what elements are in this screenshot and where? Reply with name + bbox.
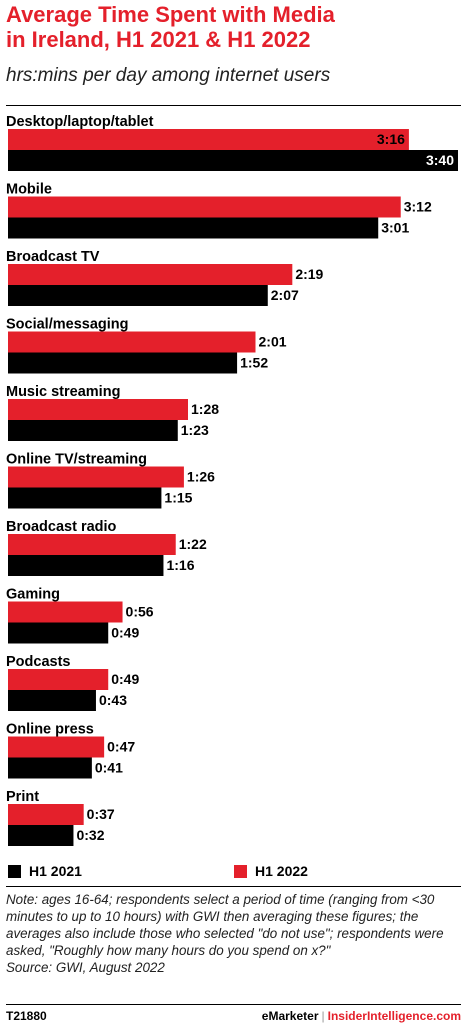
chart-id: T21880	[6, 1009, 47, 1023]
chart-title-line-1: Average Time Spent with Media	[6, 2, 335, 27]
legend-swatch-h1-2022	[234, 864, 247, 878]
chart-note: Note: ages 16-64; respondents select a p…	[6, 891, 458, 976]
bar-h1-2022-mobile	[8, 196, 401, 218]
source-text: Source: GWI, August 2022	[6, 960, 165, 975]
value-label-h1-2022-online-tv-streaming: 1:26	[187, 469, 215, 485]
bar-h1-2022-broadcast-tv	[8, 264, 293, 285]
category-label-mobile: Mobile	[6, 182, 52, 198]
value-label-h1-2021-mobile: 3:01	[381, 220, 409, 236]
bar-h1-2022-social-messaging	[8, 331, 256, 353]
value-label-h1-2022-mobile: 3:12	[404, 199, 432, 215]
bar-h1-2021-online-press	[8, 757, 92, 779]
legend-label-h1-2021: H1 2021	[29, 863, 82, 879]
value-label-h1-2021-social-messaging: 1:52	[240, 355, 268, 371]
bar-chart: Desktop/laptop/tablet 3:16 3:40 Mobile 3:12 3…	[6, 114, 458, 846]
bar-h1-2022-online-tv-streaming	[8, 466, 184, 488]
note-text: Note: ages 16-64; respondents select a p…	[6, 892, 444, 958]
brand-insider-intelligence: InsiderIntelligence.com	[327, 1009, 461, 1023]
value-label-h1-2022-broadcast-tv: 2:19	[295, 266, 323, 282]
bar-h1-2022-broadcast-radio	[8, 534, 176, 555]
bar-h1-2021-social-messaging	[8, 352, 238, 374]
bar-h1-2021-music-streaming	[8, 420, 178, 441]
bar-h1-2022-music-streaming	[8, 399, 188, 420]
legend-item-h1-2022: H1 2022	[234, 860, 308, 882]
category-label-print: Print	[6, 789, 39, 805]
bar-h1-2022-podcasts	[8, 669, 109, 690]
bar-h1-2021-broadcast-radio	[8, 555, 164, 576]
bar-h1-2022-gaming	[8, 601, 123, 623]
category-label-gaming: Gaming	[6, 587, 60, 603]
category-label-online-press: Online press	[6, 722, 94, 738]
category-label-social-messaging: Social/messaging	[6, 317, 129, 333]
value-label-h1-2021-online-tv-streaming: 1:15	[164, 490, 192, 506]
bar-h1-2022-print	[8, 804, 84, 825]
value-label-h1-2022-music-streaming: 1:28	[191, 401, 219, 417]
bar-h1-2021-gaming	[8, 622, 109, 644]
value-label-h1-2021-print: 0:32	[76, 827, 104, 843]
bar-h1-2022-online-press	[8, 736, 105, 758]
category-label-podcasts: Podcasts	[6, 654, 70, 670]
chart-title: Average Time Spent with Media in Ireland…	[6, 2, 461, 52]
value-label-h1-2021-gaming: 0:49	[111, 625, 139, 641]
bar-h1-2021-broadcast-tv	[8, 285, 268, 306]
legend-label-h1-2022: H1 2022	[255, 863, 308, 879]
brand-emarketer: eMarketer	[261, 1009, 319, 1023]
bar-h1-2021-mobile	[8, 217, 379, 239]
bar-h1-2021-podcasts	[8, 690, 96, 711]
value-label-h1-2021-music-streaming: 1:23	[181, 422, 209, 438]
footer-divider	[6, 1004, 461, 1005]
legend-item-h1-2021: H1 2021	[8, 860, 82, 882]
bar-h1-2022-desktop-laptop-tablet	[8, 129, 409, 150]
bar-h1-2021-online-tv-streaming	[8, 487, 162, 509]
top-divider	[6, 105, 461, 106]
value-label-h1-2022-desktop-laptop-tablet: 3:16	[377, 131, 405, 147]
value-label-h1-2022-broadcast-radio: 1:22	[179, 536, 207, 552]
legend-swatch-h1-2021	[8, 864, 21, 878]
value-label-h1-2021-online-press: 0:41	[95, 760, 123, 776]
chart-subtitle: hrs:mins per day among internet users	[6, 65, 331, 86]
category-label-broadcast-radio: Broadcast radio	[6, 519, 117, 535]
footer: T21880 eMarketer | InsiderIntelligence.com	[6, 1009, 461, 1023]
value-label-h1-2022-online-press: 0:47	[107, 739, 135, 755]
category-label-online-tv-streaming: Online TV/streaming	[6, 452, 147, 468]
brand-credit: eMarketer | InsiderIntelligence.com	[262, 1009, 461, 1023]
value-label-h1-2021-broadcast-tv: 2:07	[271, 287, 299, 303]
note-divider	[6, 886, 461, 887]
category-label-broadcast-tv: Broadcast TV	[6, 249, 100, 265]
bar-h1-2021-print	[8, 825, 74, 846]
value-label-h1-2021-broadcast-radio: 1:16	[166, 557, 194, 573]
value-label-h1-2022-print: 0:37	[87, 806, 115, 822]
value-label-h1-2021-podcasts: 0:43	[99, 692, 127, 708]
value-label-h1-2022-social-messaging: 2:01	[259, 334, 287, 350]
value-label-h1-2022-gaming: 0:56	[126, 604, 154, 620]
bar-h1-2021-desktop-laptop-tablet	[8, 150, 458, 171]
category-label-desktop-laptop-tablet: Desktop/laptop/tablet	[6, 114, 154, 130]
value-label-h1-2022-podcasts: 0:49	[111, 671, 139, 687]
value-label-h1-2021-desktop-laptop-tablet: 3:40	[426, 152, 454, 168]
brand-separator: |	[321, 1009, 325, 1023]
category-label-music-streaming: Music streaming	[6, 384, 120, 400]
chart-title-line-2: in Ireland, H1 2021 & H1 2022	[6, 27, 311, 52]
